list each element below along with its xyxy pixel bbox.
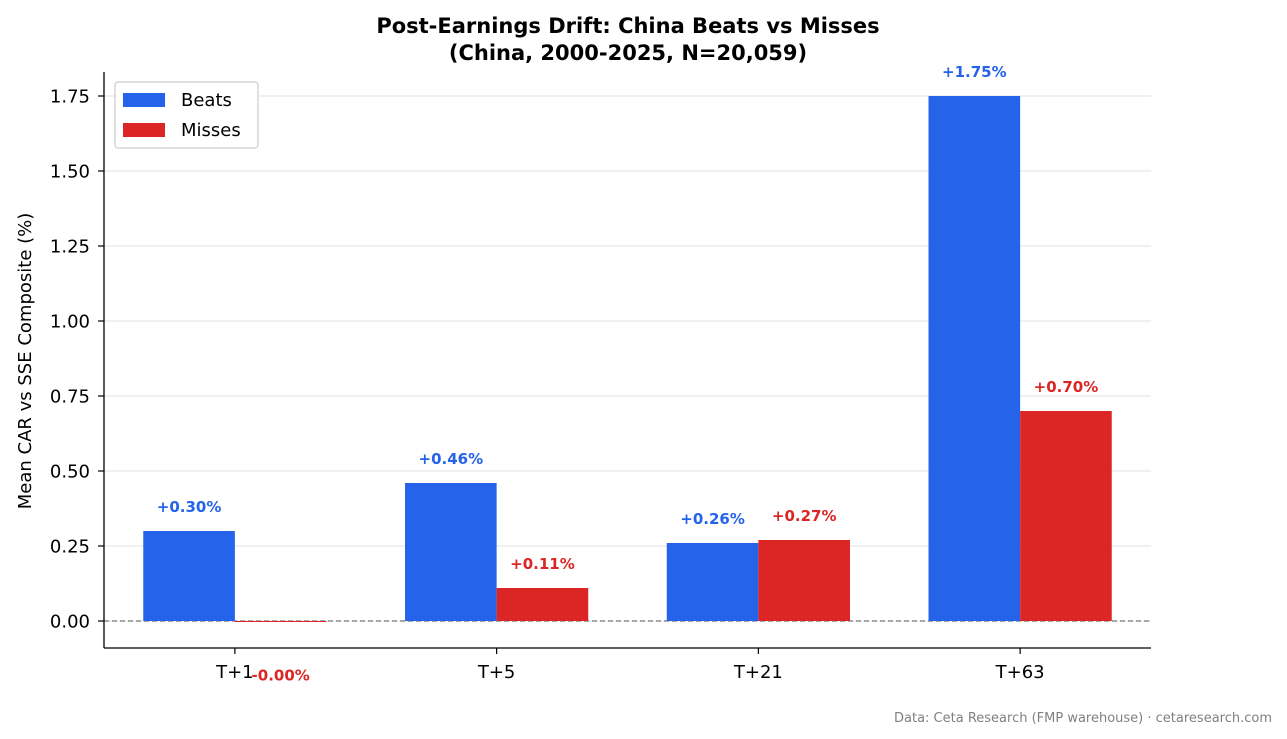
data-label: +0.30% xyxy=(157,498,222,516)
footer-credit: Data: Ceta Research (FMP warehouse) · ce… xyxy=(894,711,1272,726)
data-label: +0.11% xyxy=(510,555,575,573)
bar-misses-t63 xyxy=(1020,411,1112,621)
y-tick-label: 0.25 xyxy=(50,537,90,558)
legend: Beats Misses xyxy=(114,81,259,149)
data-label: +0.27% xyxy=(772,507,837,525)
chart-subtitle: (China, 2000-2025, N=20,059) xyxy=(449,41,807,65)
y-tick-label: 1.50 xyxy=(50,162,90,183)
axes xyxy=(103,72,1151,649)
bar-misses-t21 xyxy=(758,540,850,621)
bars xyxy=(143,96,1112,622)
y-tick-label: 1.25 xyxy=(50,237,90,258)
legend-swatch-beats xyxy=(123,93,165,107)
x-tick-label: T+5 xyxy=(477,662,516,683)
bar-beats-t1 xyxy=(143,531,235,621)
y-axis-label: Mean CAR vs SSE Composite (%) xyxy=(15,213,36,510)
y-tick-label: 0.00 xyxy=(50,612,90,633)
bar-misses-t5 xyxy=(496,588,589,621)
data-label: +0.26% xyxy=(680,510,745,528)
y-tick-label: 0.75 xyxy=(50,387,90,408)
bar-beats-t5 xyxy=(405,483,497,621)
legend-label-beats: Beats xyxy=(181,90,232,111)
x-ticks: T+1 T+5 T+21 T+63 xyxy=(215,648,1045,683)
data-labels: +0.30% -0.00% +0.46% +0.11% +0.26% +0.27% +1.7… xyxy=(157,63,1098,685)
data-label: +1.75% xyxy=(942,63,1007,81)
x-tick-label: T+1 xyxy=(215,662,254,683)
chart-title: Post-Earnings Drift: China Beats vs Miss… xyxy=(376,14,879,38)
x-tick-label: T+63 xyxy=(995,662,1045,683)
legend-label-misses: Misses xyxy=(181,120,241,141)
data-label: +0.46% xyxy=(419,450,484,468)
y-ticks: 0.00 0.25 0.50 0.75 1.00 1.25 1.50 1.75 xyxy=(50,87,104,633)
bar-beats-t21 xyxy=(666,543,759,621)
gridlines xyxy=(104,95,1151,622)
x-tick-label: T+21 xyxy=(733,662,783,683)
y-tick-label: 1.00 xyxy=(50,312,90,333)
data-label: +0.70% xyxy=(1034,378,1099,396)
legend-swatch-misses xyxy=(123,123,165,137)
bar-beats-t63 xyxy=(928,96,1021,621)
y-tick-label: 0.50 xyxy=(50,462,90,483)
y-tick-label: 1.75 xyxy=(50,87,90,108)
bar-misses-t1 xyxy=(234,621,327,622)
data-label: -0.00% xyxy=(252,667,310,685)
